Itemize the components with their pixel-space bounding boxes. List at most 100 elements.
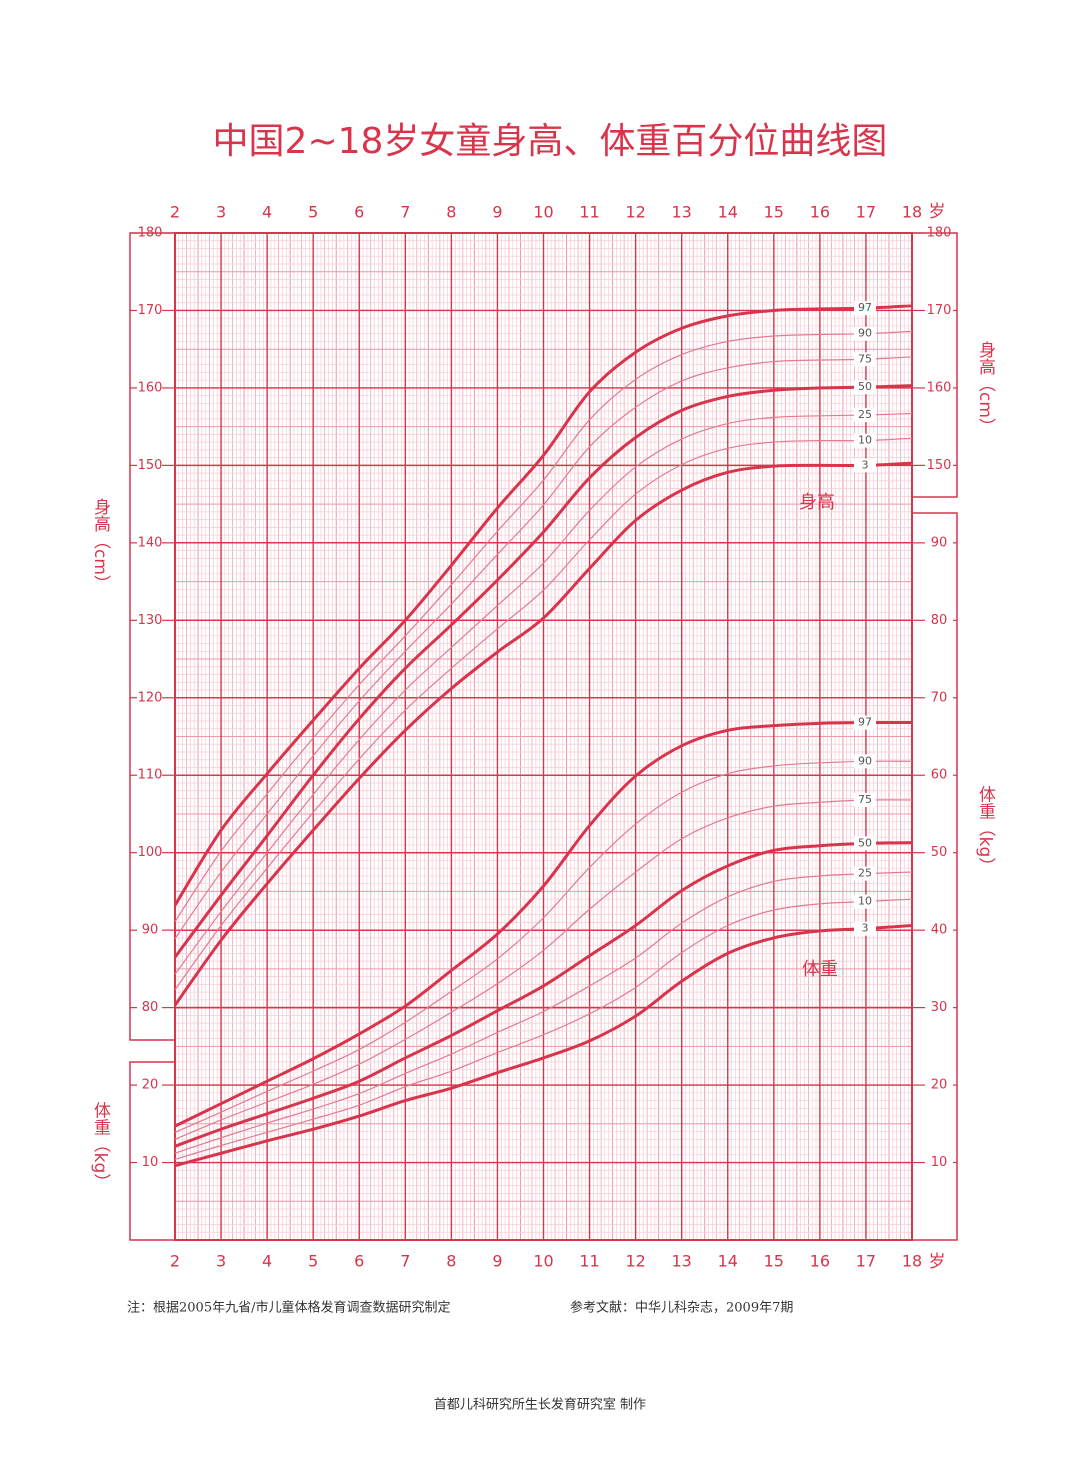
series-label: 25 [858, 867, 872, 880]
footnote: 注：根据2005年九省/市儿童体格发育调查数据研究制定 [127, 1300, 450, 1316]
x-tick-label: 8 [446, 1252, 456, 1271]
percentile-line [174, 412, 913, 975]
y2-axis-title: 体重（kg） [975, 786, 996, 875]
series-label: 3 [862, 458, 869, 471]
x-tick-label: 11 [579, 1252, 599, 1271]
x-tick-label: 13 [672, 203, 692, 222]
x-tick-label: 5 [308, 1252, 318, 1271]
series-label: 90 [858, 327, 872, 340]
label-bg [854, 836, 876, 851]
y-tick-label: 120 [138, 690, 163, 705]
x-tick-label: 18 [902, 203, 922, 222]
label-bg [854, 754, 876, 769]
height-annotation: 身高 [799, 492, 835, 513]
x-tick-label: 15 [764, 1252, 784, 1271]
y2-tick-label: 20 [931, 1078, 948, 1093]
y-tick-label: 170 [138, 303, 163, 318]
series-label: 75 [858, 352, 872, 365]
plot-frame [174, 232, 913, 1241]
x-tick-label: 7 [400, 1252, 410, 1271]
series-label: 90 [858, 754, 872, 767]
x-axis-title: 岁 [929, 1252, 946, 1272]
x-tick-label: 17 [856, 203, 876, 222]
x-tick-label: 8 [446, 203, 456, 222]
y2-tick-label: 10 [142, 1155, 159, 1170]
chart-title: 中国2~18岁女童身高、体重百分位曲线图 [213, 121, 888, 162]
y-tick-label: 100 [138, 845, 163, 860]
y2-tick-label: 70 [931, 690, 948, 705]
label-bg [854, 326, 876, 341]
y-tick-label: 140 [138, 535, 163, 550]
series-label: 50 [858, 380, 872, 393]
x-tick-label: 17 [856, 1252, 876, 1271]
y-tick-label: 160 [927, 380, 952, 395]
y2-tick-label: 50 [931, 845, 948, 860]
y-axis-title: 身高（cm） [975, 341, 996, 435]
series-label: 97 [858, 301, 872, 314]
y-tick-label: 90 [142, 923, 159, 938]
y-tick-label: 150 [138, 458, 163, 473]
y-tick-label: 110 [138, 768, 163, 783]
label-bg [854, 301, 876, 316]
x-tick-label: 7 [400, 203, 410, 222]
label-bg [854, 458, 876, 473]
y2-tick-label: 20 [142, 1078, 159, 1093]
axis-bracket [129, 1061, 175, 1241]
label-bg [854, 793, 876, 808]
y-axis-title: 身高（cm） [90, 498, 111, 592]
y2-tick-label: 60 [931, 768, 948, 783]
series-label: 10 [858, 434, 872, 447]
x-tick-label: 18 [902, 1252, 922, 1271]
labels: 3 10 25 50 75 90 97 3 10 25 50 75 90 97 [854, 301, 876, 936]
y-tick-label: 130 [138, 613, 163, 628]
y2-tick-label: 30 [931, 1000, 948, 1015]
series-label: 75 [858, 793, 872, 806]
x-tick-label: 9 [492, 1252, 502, 1271]
curves [173, 304, 913, 1168]
y-tick-label: 170 [927, 303, 952, 318]
percentile-line [174, 841, 913, 1148]
axis-bracket [912, 512, 958, 1241]
x-tick-label: 9 [492, 203, 502, 222]
x-tick-label: 4 [262, 203, 272, 222]
x-tick-label: 12 [625, 203, 645, 222]
x-tick-label: 6 [354, 203, 364, 222]
x-tick-label: 3 [216, 203, 226, 222]
x-tick-label: 11 [579, 203, 599, 222]
y2-tick-label: 10 [931, 1155, 948, 1170]
percentile-line [174, 721, 913, 1128]
x-tick-label: 10 [533, 203, 553, 222]
series-label: 3 [862, 922, 869, 935]
x-tick-label: 13 [672, 1252, 692, 1271]
label-bg [854, 921, 876, 936]
x-tick-label: 14 [718, 203, 738, 222]
series-label: 97 [858, 716, 872, 729]
x-tick-label: 12 [625, 1252, 645, 1271]
credit: 首都儿科研究所生长发育研究室 制作 [434, 1397, 646, 1413]
x-tick-label: 15 [764, 203, 784, 222]
x-tick-label: 2 [170, 1252, 180, 1271]
series-label: 25 [858, 408, 872, 421]
percentile-line [174, 898, 913, 1161]
percentile-line [174, 330, 913, 922]
x-tick-label: 10 [533, 1252, 553, 1271]
y2-tick-label: 90 [931, 535, 948, 550]
x-tick-label: 16 [810, 1252, 830, 1271]
percentile-line [173, 384, 913, 959]
y-tick-label: 160 [138, 380, 163, 395]
label-bg [854, 894, 876, 909]
label-bg [854, 433, 876, 448]
label-bg [854, 352, 876, 367]
x-tick-label: 2 [170, 203, 180, 222]
percentile-line [174, 871, 913, 1154]
label-bg [854, 866, 876, 881]
y-tick-label: 150 [927, 458, 952, 473]
y2-tick-label: 80 [931, 613, 948, 628]
percentile-line [173, 304, 913, 907]
label-bg [854, 408, 876, 423]
y2-axis-title: 体重（kg） [90, 1102, 111, 1191]
y2-tick-label: 40 [931, 923, 948, 938]
series-label: 10 [858, 895, 872, 908]
weight-annotation: 体重 [802, 959, 838, 980]
x-axis-title: 岁 [929, 202, 946, 222]
